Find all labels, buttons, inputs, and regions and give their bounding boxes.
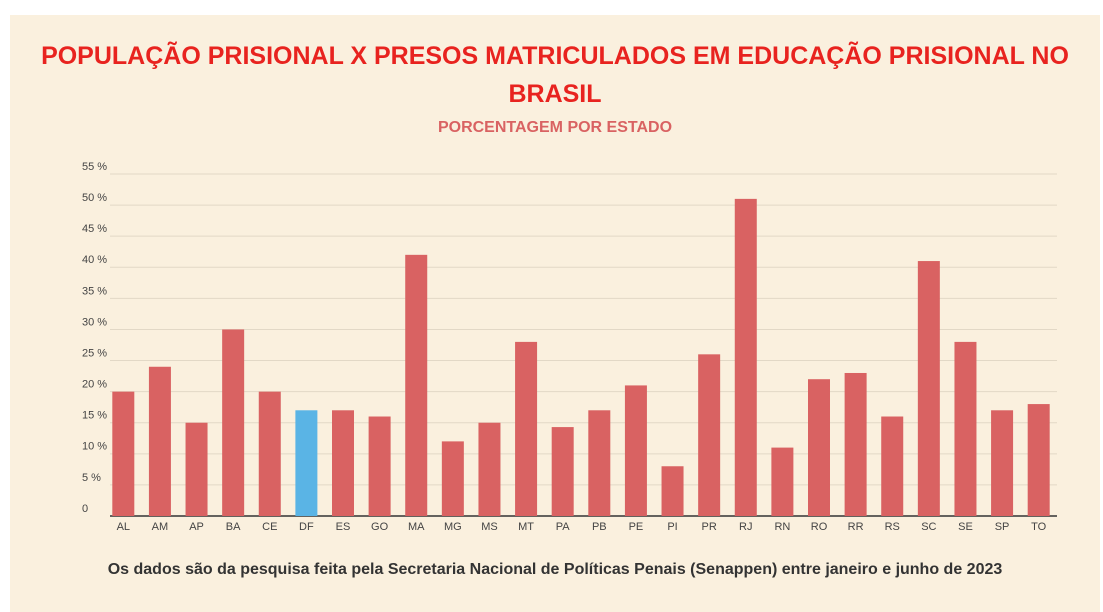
bar xyxy=(734,198,757,516)
x-tick-label: RS xyxy=(885,521,900,533)
x-tick-label: SP xyxy=(995,521,1010,533)
y-tick-label: 10 % xyxy=(82,441,107,453)
bar xyxy=(881,416,904,516)
x-tick-label: RN xyxy=(774,521,790,533)
y-tick-label: 50 % xyxy=(82,192,107,204)
x-tick-label: SE xyxy=(958,521,973,533)
bar xyxy=(551,427,574,516)
x-tick-label: PI xyxy=(667,521,677,533)
x-tick-label: AP xyxy=(189,521,204,533)
bar xyxy=(588,410,611,516)
bar xyxy=(661,466,684,516)
x-tick-label: PB xyxy=(592,521,607,533)
bar xyxy=(222,329,245,516)
bar xyxy=(917,261,940,516)
bar xyxy=(112,391,135,516)
bar xyxy=(844,372,867,516)
x-tick-label: PR xyxy=(702,521,717,533)
y-tick-label: 25 % xyxy=(82,347,107,359)
x-tick-label: RJ xyxy=(739,521,752,533)
bar xyxy=(368,416,391,516)
x-tick-label: TO xyxy=(1031,521,1047,533)
x-tick-label: DF xyxy=(299,521,314,533)
bar xyxy=(808,379,830,516)
x-tick-label: SC xyxy=(921,521,936,533)
x-tick-label: MS xyxy=(481,521,498,533)
bar xyxy=(515,341,538,516)
y-tick-label: 40 % xyxy=(82,254,107,266)
bar xyxy=(771,447,794,516)
x-tick-label: PA xyxy=(556,521,571,533)
y-tick-label: 20 % xyxy=(82,379,107,391)
x-tick-label: MT xyxy=(518,521,534,533)
x-tick-label: GO xyxy=(371,521,389,533)
y-tick-label: 15 % xyxy=(82,410,107,422)
bar xyxy=(624,385,647,516)
x-tick-label: BA xyxy=(226,521,241,533)
bar xyxy=(1027,404,1050,516)
bar xyxy=(478,422,501,516)
x-tick-label: MA xyxy=(408,521,425,533)
bar xyxy=(405,254,428,516)
bar xyxy=(185,422,208,516)
y-tick-label: 30 % xyxy=(82,316,107,328)
bar xyxy=(954,341,977,516)
bar xyxy=(991,410,1014,516)
bar xyxy=(258,391,281,516)
y-tick-label: 45 % xyxy=(82,223,107,235)
y-tick-label: 5 % xyxy=(82,472,101,484)
x-tick-label: AM xyxy=(152,521,169,533)
y-tick-label: 0 xyxy=(82,503,88,515)
bar xyxy=(148,366,171,516)
x-tick-label: MG xyxy=(444,521,462,533)
x-tick-label: CE xyxy=(262,521,277,533)
bar xyxy=(295,410,318,516)
y-tick-label: 55 % xyxy=(82,161,107,173)
bar xyxy=(698,354,721,516)
y-tick-label: 35 % xyxy=(82,285,107,297)
chart-subtitle: PORCENTAGEM POR ESTADO xyxy=(437,119,673,136)
bar xyxy=(332,410,354,516)
x-tick-label: ES xyxy=(336,521,351,533)
x-tick-label: PE xyxy=(629,521,644,533)
x-tick-label: RO xyxy=(811,521,828,533)
x-tick-label: AL xyxy=(117,521,130,533)
chart-title: POPULAÇÃO PRISIONAL X PRESOS MATRICULADO… xyxy=(41,42,1069,108)
bar xyxy=(441,441,464,516)
x-tick-label: RR xyxy=(848,521,864,533)
footnote: Os dados são da pesquisa feita pela Secr… xyxy=(107,561,1003,578)
